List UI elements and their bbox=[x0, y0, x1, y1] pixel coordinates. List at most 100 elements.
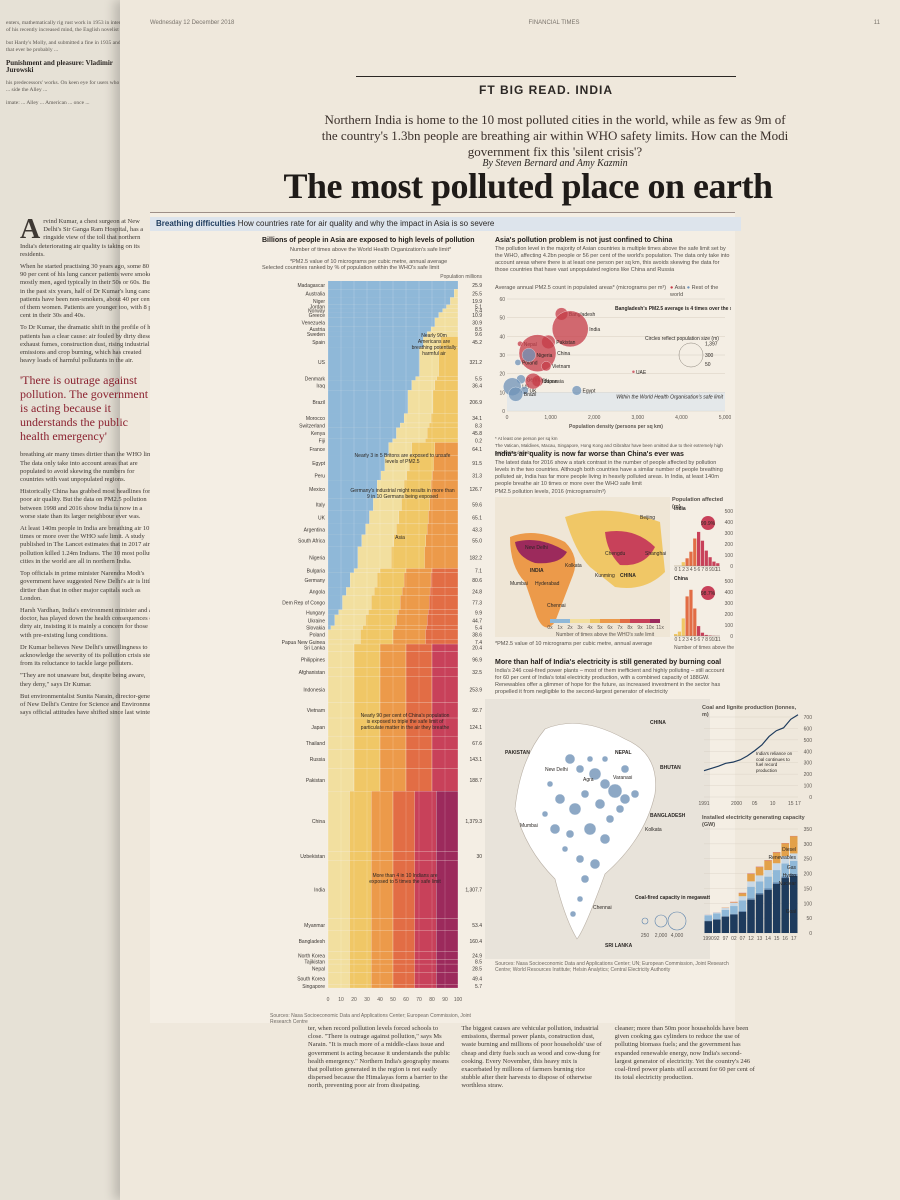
map-label: Varanasi bbox=[613, 775, 632, 781]
y-tick-label: 100 bbox=[804, 784, 813, 790]
country-bar-label: India bbox=[674, 506, 686, 512]
legend-swatch bbox=[550, 619, 560, 623]
capacity-bar-segment bbox=[721, 909, 730, 917]
coal-plant-dot bbox=[576, 895, 584, 903]
circle-size-note: Circles reflect population size (m) bbox=[645, 336, 719, 342]
exposure-segment bbox=[328, 304, 447, 309]
article-paragraph: cleaner; more than 50m poor households h… bbox=[614, 1025, 755, 1082]
exposure-segment bbox=[392, 791, 415, 852]
x-tick-label: 15 bbox=[774, 936, 780, 942]
exposure-segment bbox=[430, 413, 459, 424]
exposure-segment bbox=[328, 308, 443, 313]
legend-tick: 5x bbox=[597, 625, 603, 631]
population-bar bbox=[704, 550, 708, 566]
capacity-bar-segment bbox=[755, 892, 764, 895]
x-tick-label: 3,000 bbox=[632, 415, 645, 421]
coal-plant-dot bbox=[575, 764, 585, 774]
exposure-segment bbox=[430, 326, 459, 332]
country-label: Madagascar bbox=[297, 283, 325, 289]
exposure-segment bbox=[392, 438, 426, 443]
population-label: 28.5 bbox=[472, 966, 482, 972]
scatter-description: The pollution level in the majority of A… bbox=[495, 246, 730, 273]
exposure-segment bbox=[400, 422, 430, 428]
x-tick-label: 2 bbox=[682, 637, 685, 643]
y-tick-label: 0 bbox=[502, 409, 505, 415]
scatter-point bbox=[571, 385, 582, 396]
legend-swatch bbox=[570, 619, 580, 623]
population-bar bbox=[697, 531, 701, 566]
exposure-segment bbox=[392, 629, 426, 640]
exposure-chart-footnote: *PM2.5 value of 10 micrograms per cubic … bbox=[290, 259, 448, 265]
y-tick-label: 0 bbox=[809, 931, 812, 937]
exposure-segment bbox=[392, 951, 415, 960]
scatter-point-label: Indonesia bbox=[542, 379, 564, 385]
exposure-segment bbox=[360, 639, 394, 645]
exposure-segment bbox=[371, 930, 394, 952]
capacity-bar-segment bbox=[789, 836, 798, 854]
safe-limit-band bbox=[507, 392, 725, 411]
x-tick-label: 30 bbox=[364, 997, 370, 1003]
y-tick-label: 200 bbox=[804, 872, 813, 878]
map-label: PAKISTAN bbox=[505, 750, 530, 756]
capacity-bar-segment bbox=[704, 921, 713, 933]
exposure-segment bbox=[427, 614, 459, 626]
country-label: Poland bbox=[309, 633, 325, 639]
exposure-segment bbox=[328, 312, 439, 318]
legend-tick: 3x bbox=[577, 625, 583, 631]
x-tick-label: 1990 bbox=[703, 936, 714, 942]
exposure-segment bbox=[406, 470, 433, 481]
exposure-segment bbox=[414, 851, 437, 861]
exposure-segment bbox=[357, 546, 392, 569]
population-bar bbox=[685, 558, 689, 566]
capacity-bar-segment bbox=[747, 898, 755, 900]
x-tick-label: 20 bbox=[351, 997, 357, 1003]
country-label: Japan bbox=[311, 725, 325, 731]
population-bar bbox=[704, 634, 708, 636]
y-tick-label: 100 bbox=[725, 553, 734, 559]
population-label: 5.1 bbox=[475, 305, 482, 311]
country-label: UK bbox=[318, 515, 326, 521]
x-tick-label: 10 bbox=[711, 567, 717, 573]
x-tick-label: 6 bbox=[698, 567, 701, 573]
population-label: 20.4 bbox=[472, 646, 482, 652]
article-paragraph: At least 140m people in India are breath… bbox=[20, 525, 158, 565]
scatter-point-label: Nigeria bbox=[537, 353, 553, 359]
left-page-text: enters, mathematically rig rust work in … bbox=[6, 20, 129, 33]
population-label: 96.9 bbox=[472, 657, 482, 663]
capacity-bar-segment bbox=[789, 860, 798, 874]
annotation-uk-text: Nearly 3 in 5 Britons are exposed to uns… bbox=[354, 453, 451, 463]
population-label: 0.2 bbox=[475, 439, 482, 445]
y-tick-label: 300 bbox=[725, 601, 734, 607]
scatter-point-label: China bbox=[557, 351, 570, 357]
x-tick-label: 07 bbox=[740, 936, 746, 942]
legend-swatch bbox=[600, 619, 610, 623]
exposure-segment bbox=[328, 317, 435, 327]
scatter-title: Asia's pollution problem is not just con… bbox=[495, 237, 673, 244]
infographic: Breathing difficulties How countries rat… bbox=[150, 212, 812, 1025]
capacity-bar-segment bbox=[772, 852, 781, 864]
country-label: Vietnam bbox=[307, 708, 325, 714]
legend-tick: 6x bbox=[607, 625, 613, 631]
x-tick-label: 80 bbox=[429, 997, 435, 1003]
india-china-pollution-map: Beijing Shanghai Chengdu Kunming New Delhi Ko… bbox=[495, 497, 670, 637]
map-label: Mumbai bbox=[520, 823, 538, 829]
exposure-segment bbox=[328, 427, 397, 439]
coal-plant-dot bbox=[549, 823, 561, 835]
country-label: France bbox=[309, 447, 325, 453]
country-label: Thailand bbox=[306, 741, 325, 747]
population-label: 59.6 bbox=[472, 503, 482, 509]
exposure-chart-source: Sources: Nasa Socioeconomic Data and App… bbox=[270, 1013, 471, 1025]
size-key-label: 300 bbox=[705, 353, 714, 359]
exposure-segment bbox=[454, 289, 459, 298]
y-tick-label: 350 bbox=[804, 827, 813, 833]
population-label: 64.1 bbox=[472, 447, 482, 453]
x-tick-label: 10 bbox=[711, 637, 717, 643]
left-page-text: his predecessors' works. On keen eye for… bbox=[6, 80, 128, 93]
legend-tick: 1x bbox=[557, 625, 563, 631]
annotation-india: More than 4 in 10 Indians are exposed to… bbox=[369, 873, 440, 885]
population-column-header: Population millions bbox=[440, 274, 482, 280]
capacity-bar-segment bbox=[713, 919, 721, 920]
country-label: Bangladesh bbox=[299, 939, 326, 945]
exposure-segment bbox=[349, 930, 372, 952]
exposure-segment bbox=[396, 614, 428, 626]
